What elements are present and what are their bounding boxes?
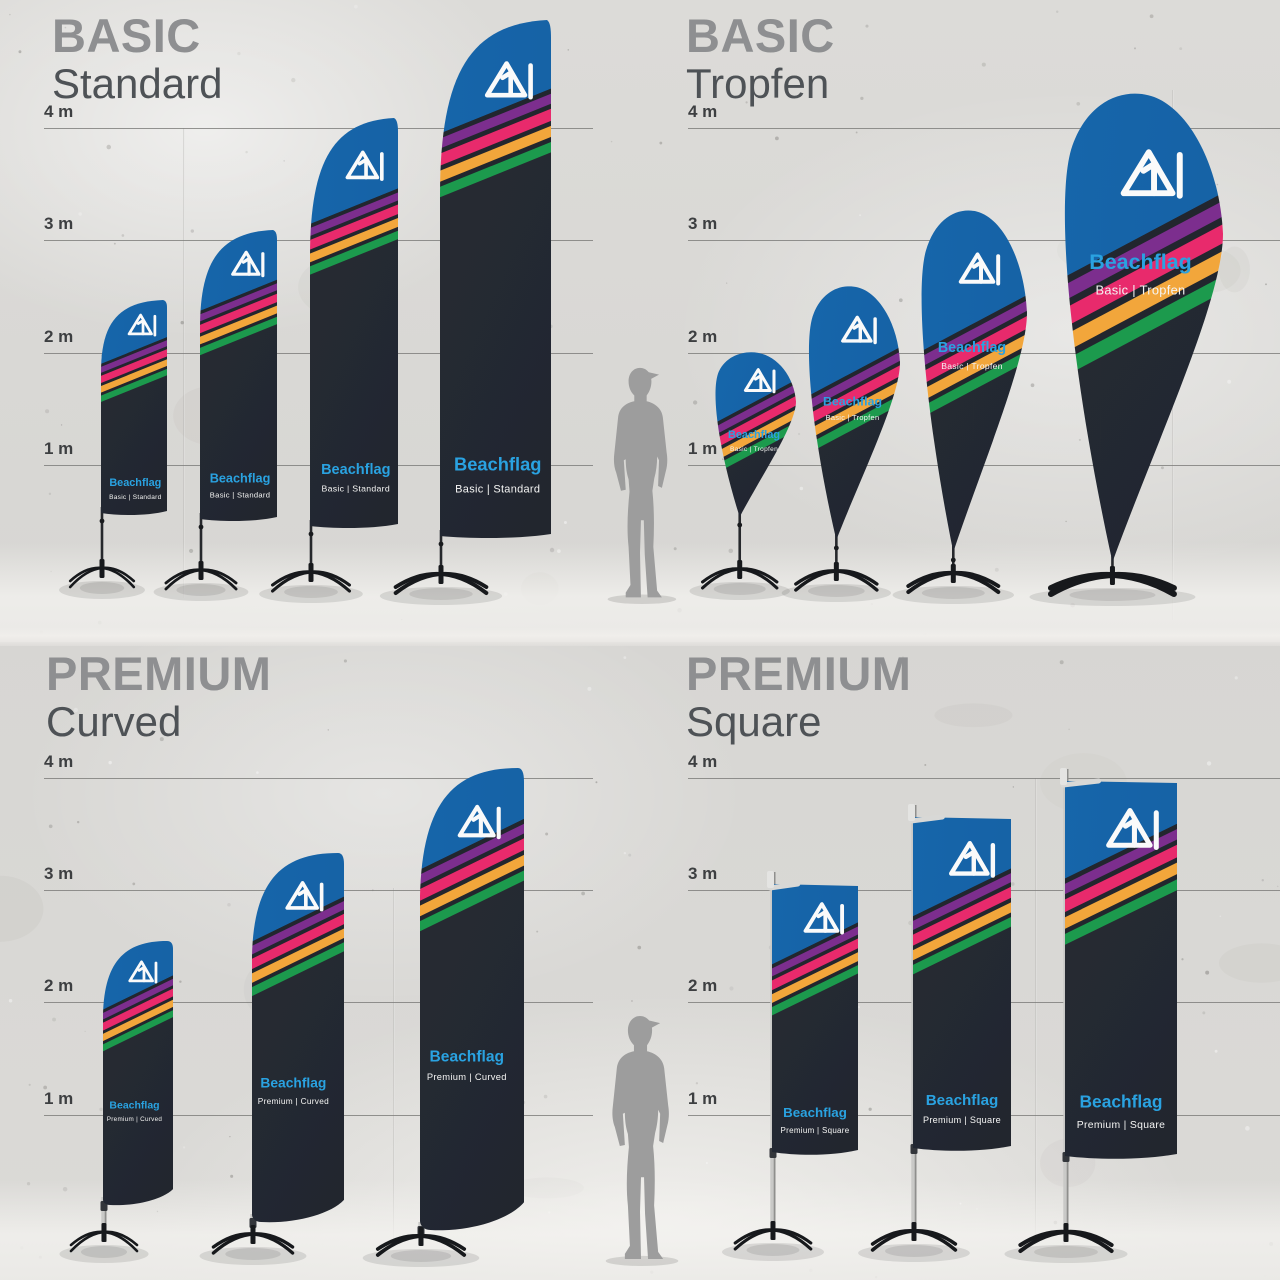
brand-triangle-logo-icon: [949, 840, 996, 878]
section-subtitle: Curved: [46, 697, 182, 745]
flag-product-title: Beachflag: [938, 340, 1006, 356]
scale-label-3m: 3 m: [44, 214, 74, 233]
flag-premium-curved-size-2: Beachflag Premium | Curved: [199, 853, 344, 1265]
section-title: BASIC: [686, 9, 835, 62]
flag-premium-square-size-1: Beachflag Premium | Square: [721, 871, 858, 1261]
flag-product-subtitle: Premium | Curved: [427, 1072, 507, 1082]
flag-premium-square-size-3: Beachflag Premium | Square: [1004, 768, 1177, 1263]
panel-seam: [1035, 778, 1037, 1240]
brand-triangle-logo-icon: [128, 960, 158, 984]
flag-basic-tropfen-size-3: Beachflag Basic | Tropfen: [892, 210, 1027, 604]
flag-product-subtitle: Premium | Curved: [107, 1116, 163, 1123]
panel-seam-horizontal: [0, 628, 1280, 646]
scale-label-4m: 4 m: [688, 102, 718, 121]
scale-line-1m: [688, 465, 1280, 466]
flag-product-title: Beachflag: [1089, 250, 1191, 274]
brand-triangle-logo-icon: [803, 902, 845, 935]
brand-triangle-logo-icon: [457, 804, 501, 840]
flag-product-title: Beachflag: [454, 453, 541, 474]
flag-basic-tropfen-size-2: Beachflag Basic | Tropfen: [781, 286, 900, 602]
scale-label-1m: 1 m: [688, 439, 718, 458]
flag-product-title: Beachflag: [210, 471, 271, 485]
scale-label-1m: 1 m: [44, 1089, 74, 1108]
brand-triangle-logo-icon: [484, 61, 533, 100]
section-subtitle: Tropfen: [686, 59, 830, 107]
flag-product-subtitle: Premium | Curved: [258, 1097, 329, 1106]
flag-product-title: Beachflag: [728, 429, 780, 441]
section-title: PREMIUM: [686, 647, 912, 700]
flag-product-subtitle: Basic | Standard: [210, 491, 271, 500]
scale-label-2m: 2 m: [688, 976, 718, 995]
flag-product-title: Beachflag: [783, 1105, 847, 1120]
scale-line-4m: [688, 128, 1280, 129]
brand-triangle-logo-icon: [127, 313, 157, 337]
scale-label-3m: 3 m: [688, 864, 718, 883]
flag-product-subtitle: Basic | Tropfen: [1095, 283, 1185, 298]
scale-label-1m: 1 m: [44, 439, 74, 458]
flag-product-title: Beachflag: [926, 1092, 999, 1109]
flag-product-subtitle: Premium | Square: [923, 1115, 1001, 1125]
scale-line-4m: [44, 128, 593, 129]
flag-basic-tropfen-size-1: Beachflag Basic | Tropfen: [689, 352, 796, 600]
human-silhouette: [592, 366, 688, 604]
brand-triangle-logo-icon: [841, 315, 877, 345]
flag-product-subtitle: Basic | Standard: [455, 483, 540, 495]
brand-triangle-logo-icon: [345, 150, 384, 181]
scale-line-4m: [44, 778, 593, 779]
flag-basic-standard-size-3: Beachflag Basic | Standard: [259, 118, 398, 603]
section-title: BASIC: [52, 9, 201, 62]
flag-product-title: Beachflag: [260, 1075, 326, 1090]
flag-basic-standard-size-1: Beachflag Basic | Standard: [59, 300, 167, 599]
flag-product-title: Beachflag: [430, 1048, 505, 1065]
brand-triangle-logo-icon: [743, 368, 776, 394]
section-title: PREMIUM: [46, 647, 272, 700]
section-header-premium-curved: PREMIUM Curved: [46, 650, 271, 745]
flag-product-title: Beachflag: [109, 477, 161, 489]
section-subtitle: Standard: [52, 59, 223, 107]
flag-product-subtitle: Basic | Tropfen: [941, 361, 1003, 371]
scale-label-3m: 3 m: [688, 214, 718, 233]
flag-premium-curved-size-3: Beachflag Premium | Curved: [362, 768, 524, 1267]
section-header-premium-square: PREMIUM Square: [686, 650, 911, 745]
flag-product-title: Beachflag: [1080, 1091, 1163, 1111]
flag-product-subtitle: Basic | Tropfen: [826, 413, 880, 422]
brand-triangle-logo-icon: [1120, 149, 1183, 199]
scale-label-2m: 2 m: [44, 976, 74, 995]
human-silhouette: [590, 1014, 690, 1266]
section-header-basic-standard: BASIC Standard: [52, 12, 222, 107]
flag-basic-standard-size-4: Beachflag Basic | Standard: [379, 20, 551, 605]
scale-label-2m: 2 m: [44, 327, 74, 346]
flag-basic-standard-size-2: Beachflag Basic | Standard: [153, 230, 277, 601]
scale-label-1m: 1 m: [688, 1089, 718, 1108]
flag-product-title: Beachflag: [823, 394, 882, 408]
flag-product-subtitle: Premium | Square: [781, 1126, 850, 1135]
brand-triangle-logo-icon: [958, 252, 1001, 286]
panel-seam: [393, 888, 395, 1240]
scale-label-4m: 4 m: [44, 752, 74, 771]
scale-line-4m: [688, 778, 1280, 779]
flag-premium-curved-size-1: Beachflag Premium | Curved: [59, 941, 173, 1263]
flag-product-title: Beachflag: [321, 462, 390, 478]
flag-product-subtitle: Premium | Square: [1077, 1120, 1165, 1131]
section-subtitle: Square: [686, 697, 822, 745]
scale-label-4m: 4 m: [688, 752, 718, 771]
flag-product-subtitle: Basic | Tropfen: [730, 446, 778, 453]
flag-product-subtitle: Basic | Standard: [322, 484, 391, 494]
brand-triangle-logo-icon: [1106, 807, 1159, 850]
flag-basic-tropfen-size-4: Beachflag Basic | Tropfen: [1029, 93, 1223, 606]
panel-seam: [183, 128, 185, 598]
scale-label-3m: 3 m: [44, 864, 74, 883]
flag-product-subtitle: Basic | Standard: [109, 494, 162, 501]
brand-triangle-logo-icon: [231, 250, 265, 278]
brand-triangle-logo-icon: [285, 881, 324, 912]
flag-product-title: Beachflag: [109, 1100, 159, 1112]
scale-label-4m: 4 m: [44, 102, 74, 121]
scale-label-2m: 2 m: [688, 327, 718, 346]
flag-premium-square-size-2: Beachflag Premium | Square: [858, 804, 1011, 1262]
section-header-basic-tropfen: BASIC Tropfen: [686, 12, 835, 107]
